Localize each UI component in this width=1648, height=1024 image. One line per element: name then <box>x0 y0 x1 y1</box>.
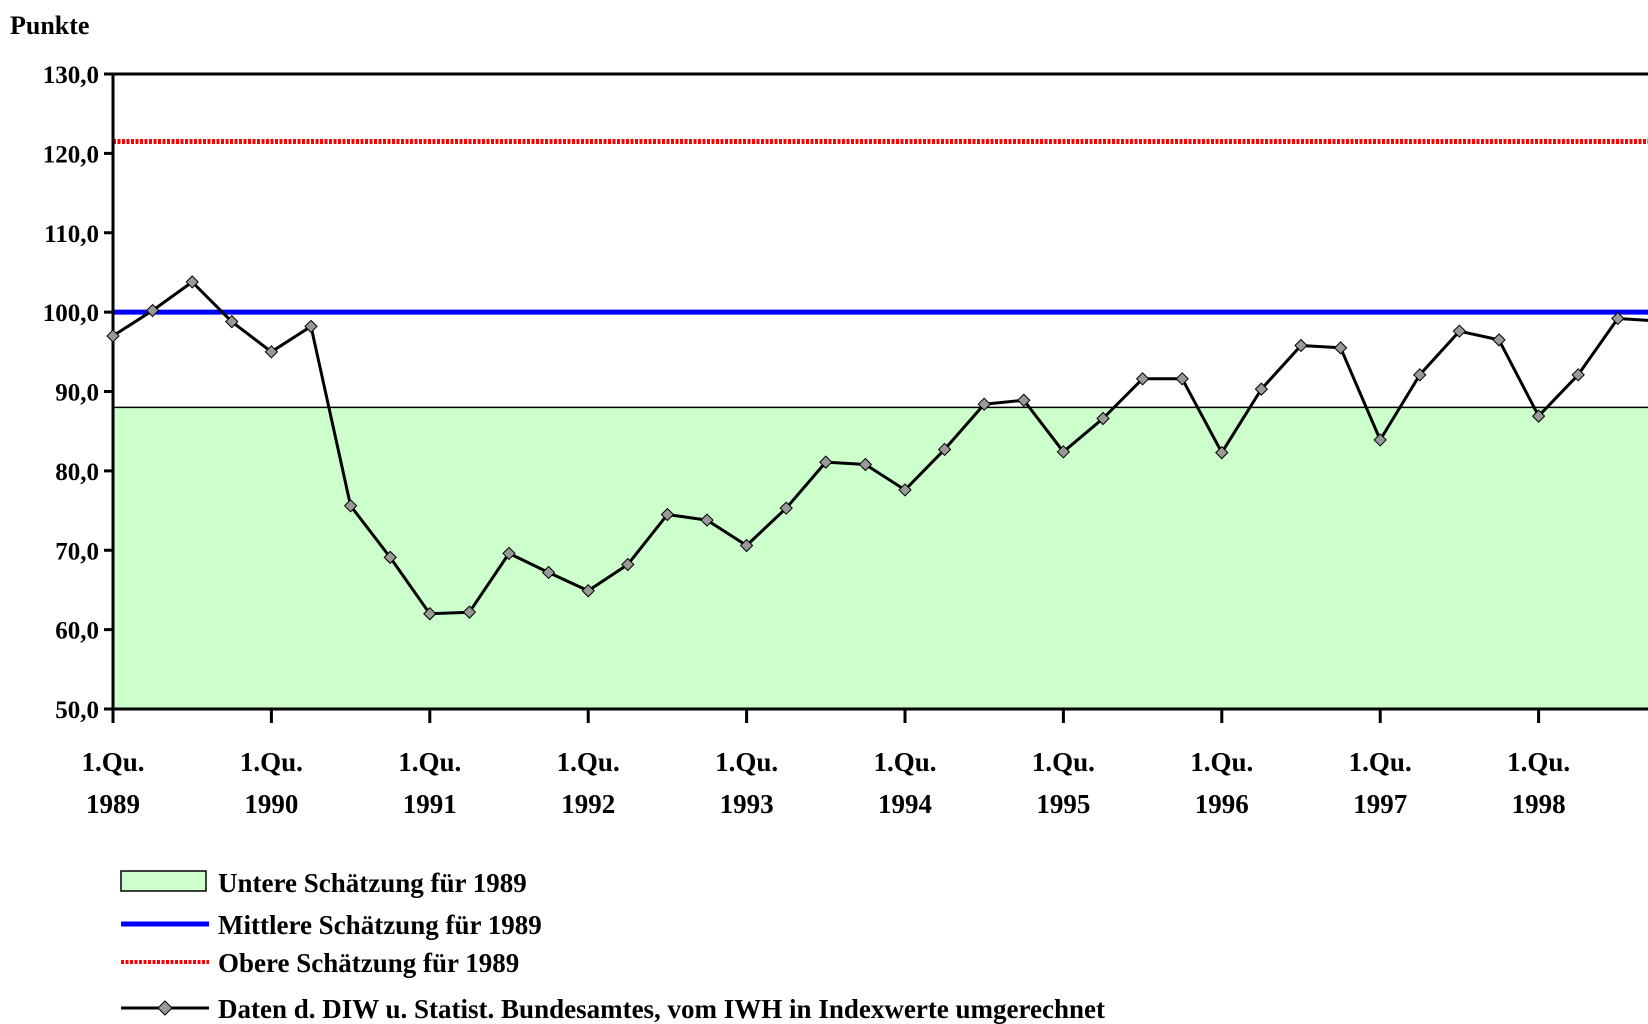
y-tick-label: 70,0 <box>55 538 99 565</box>
data-point <box>779 501 793 515</box>
data-point <box>1373 433 1387 447</box>
legend-swatch-data-marker <box>157 1000 173 1016</box>
legend-item-middle: Mittlere Schätzung für 1989 <box>121 910 542 940</box>
data-point <box>423 607 437 621</box>
data-point <box>225 314 239 329</box>
data-point <box>1492 333 1506 347</box>
x-tick-label-year: 1992 <box>561 789 615 819</box>
data-point <box>937 442 952 457</box>
legend-label-upper: Obere Schätzung für 1989 <box>218 948 519 978</box>
data-point <box>621 557 635 572</box>
data-point <box>1017 393 1031 407</box>
legend-item-data: Daten d. DIW u. Statist. Bundesamtes, vo… <box>121 994 1105 1024</box>
x-tick-label-year: 1995 <box>1036 789 1090 819</box>
data-point <box>264 345 279 359</box>
data-point <box>1175 372 1189 386</box>
data-point <box>898 483 912 497</box>
data-point <box>1056 445 1071 459</box>
x-tick-label-year: 1991 <box>403 789 457 819</box>
y-axis-label: Punkte <box>10 11 89 40</box>
data-point <box>977 397 991 411</box>
x-tick-label-quarter: 1.Qu. <box>1349 747 1412 777</box>
x-tick-label-quarter: 1.Qu. <box>1190 747 1253 777</box>
data-series-line <box>112 280 1648 616</box>
data-point <box>106 329 120 343</box>
x-tick-label-quarter: 1.Qu. <box>398 747 461 777</box>
y-tick-label: 90,0 <box>55 380 99 407</box>
x-tick-label-quarter: 1.Qu. <box>1507 747 1570 777</box>
y-tick-label: 120,0 <box>43 141 99 168</box>
y-ticks: 50,0 60,0 70,0 80,0 90,0 100,0 110,0 120,0 130,0 <box>43 62 113 724</box>
x-tick-label-year: 1998 <box>1512 789 1566 819</box>
data-point <box>1294 338 1308 353</box>
y-tick-label: 100,0 <box>43 300 99 327</box>
legend-item-upper: Obere Schätzung für 1989 <box>121 948 519 978</box>
data-point <box>1254 382 1269 396</box>
legend-label-data: Daten d. DIW u. Statist. Bundesamtes, vo… <box>218 994 1105 1024</box>
x-tick-label-year: 1989 <box>86 789 140 819</box>
x-tick-label-quarter: 1.Qu. <box>81 747 144 777</box>
legend-item-lower: Untere Schätzung für 1989 <box>120 868 527 898</box>
y-tick-label: 110,0 <box>44 221 99 248</box>
data-point <box>462 605 477 619</box>
x-tick-label-quarter: 1.Qu. <box>1032 747 1095 777</box>
legend-swatch-lower <box>120 870 207 892</box>
data-point <box>502 546 516 561</box>
x-tick-label-quarter: 1.Qu. <box>240 747 303 777</box>
data-point <box>185 275 199 289</box>
lower-estimate-band <box>113 407 1648 709</box>
data-point <box>819 455 833 469</box>
data-point <box>145 303 160 318</box>
data-point <box>1452 324 1467 338</box>
legend: Untere Schätzung für 1989 Mittlere Schät… <box>120 868 1105 1024</box>
data-point <box>1531 409 1546 423</box>
data-point <box>304 319 318 334</box>
data-point <box>1135 372 1150 386</box>
data-point <box>739 538 754 553</box>
data-point <box>1215 445 1229 460</box>
legend-label-middle: Mittlere Schätzung für 1989 <box>218 910 542 940</box>
data-point <box>660 507 675 522</box>
data-point <box>1413 368 1427 382</box>
x-tick-label-year: 1994 <box>878 789 932 819</box>
y-tick-label: 130,0 <box>43 62 99 89</box>
data-point <box>383 550 397 565</box>
legend-label-lower: Untere Schätzung für 1989 <box>218 868 527 898</box>
data-point <box>541 565 556 580</box>
data-point <box>1096 411 1110 426</box>
y-tick-label: 50,0 <box>55 697 99 724</box>
x-tick-label-quarter: 1.Qu. <box>715 747 778 777</box>
x-tick-label-year: 1990 <box>244 789 298 819</box>
data-point <box>858 457 873 472</box>
x-tick-label-quarter: 1.Qu. <box>557 747 620 777</box>
x-tick-label-year: 1996 <box>1195 789 1249 819</box>
x-tick-label-quarter: 1.Qu. <box>873 747 936 777</box>
data-point <box>343 499 358 513</box>
data-point <box>1611 311 1625 326</box>
data-point <box>700 513 714 527</box>
data-point <box>1571 368 1585 382</box>
y-tick-label: 80,0 <box>55 459 99 486</box>
y-tick-label: 60,0 <box>55 618 99 645</box>
data-point <box>1333 341 1348 355</box>
x-tick-label-year: 1993 <box>720 789 774 819</box>
x-ticks: 1.Qu. 1989 1.Qu. 1990 1.Qu. 1991 1.Qu. 1992 1.Qu… <box>81 709 1570 819</box>
data-series-markers <box>106 275 1625 621</box>
data-point <box>581 584 595 598</box>
x-tick-label-year: 1997 <box>1353 789 1407 819</box>
